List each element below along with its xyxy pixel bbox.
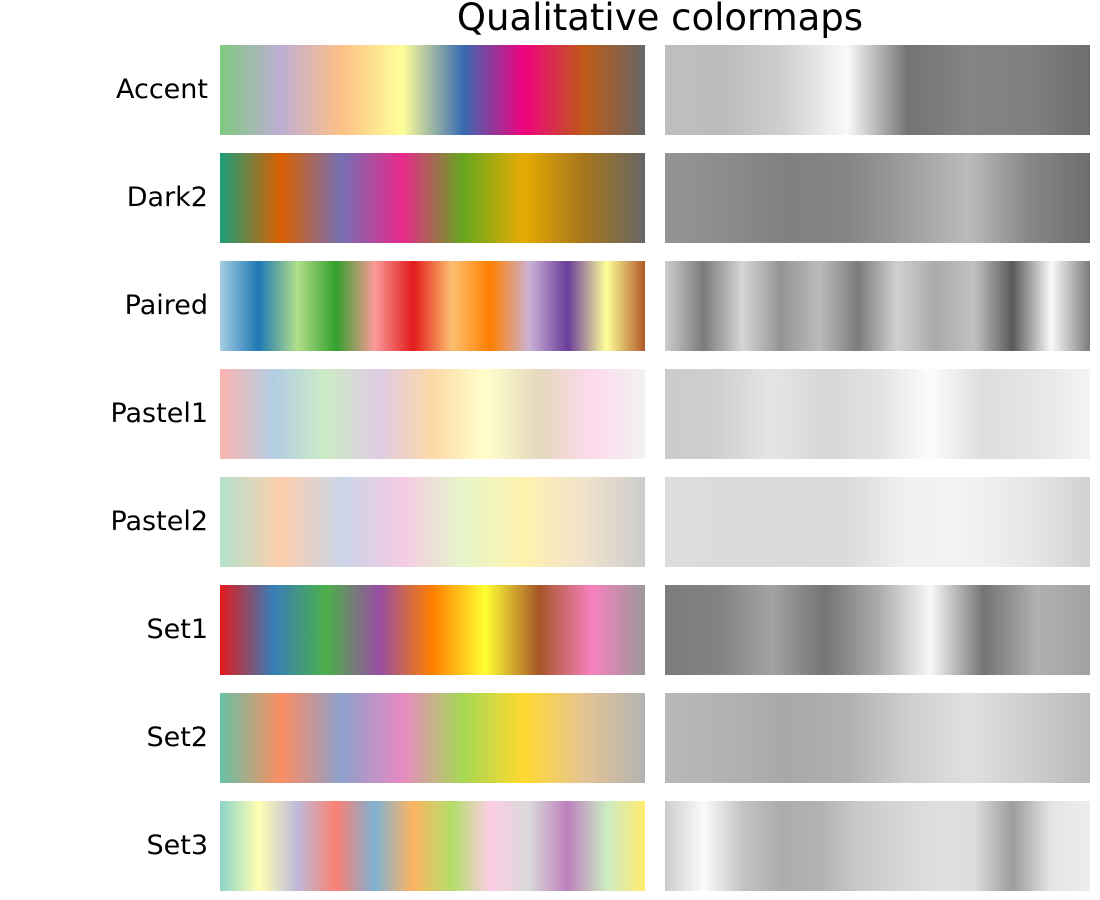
- colormap-label: Set2: [146, 722, 208, 753]
- color-swatch-set1: [220, 585, 645, 675]
- grayscale-swatch-accent: [665, 45, 1090, 135]
- colormap-label: Accent: [116, 74, 208, 105]
- colormap-row-set3: Set3: [0, 801, 1100, 891]
- colormap-label: Paired: [124, 290, 208, 321]
- grayscale-swatch-dark2: [665, 153, 1090, 243]
- colormap-row-set2: Set2: [0, 693, 1100, 783]
- colormap-label: Dark2: [126, 182, 208, 213]
- color-swatch-pastel2: [220, 477, 645, 567]
- color-swatch-accent: [220, 45, 645, 135]
- colormap-label: Set1: [146, 614, 208, 645]
- color-swatch-pastel1: [220, 369, 645, 459]
- colormap-row-set1: Set1: [0, 585, 1100, 675]
- grayscale-swatch-set2: [665, 693, 1090, 783]
- chart-title: Qualitative colormaps: [456, 0, 864, 39]
- colormap-row-pastel2: Pastel2: [0, 477, 1100, 567]
- colormap-row-pastel1: Pastel1: [0, 369, 1100, 459]
- grayscale-swatch-set1: [665, 585, 1090, 675]
- colormap-row-paired: Paired: [0, 261, 1100, 351]
- colormap-label: Pastel1: [110, 398, 208, 429]
- color-swatch-paired: [220, 261, 645, 351]
- colormap-row-dark2: Dark2: [0, 153, 1100, 243]
- grayscale-swatch-pastel2: [665, 477, 1090, 567]
- colormap-label: Set3: [146, 830, 208, 861]
- color-swatch-dark2: [220, 153, 645, 243]
- color-swatch-set3: [220, 801, 645, 891]
- grayscale-swatch-set3: [665, 801, 1090, 891]
- grayscale-swatch-paired: [665, 261, 1090, 351]
- color-swatch-set2: [220, 693, 645, 783]
- colormap-row-accent: Accent: [0, 45, 1100, 135]
- grayscale-swatch-pastel1: [665, 369, 1090, 459]
- colormap-label: Pastel2: [110, 506, 208, 537]
